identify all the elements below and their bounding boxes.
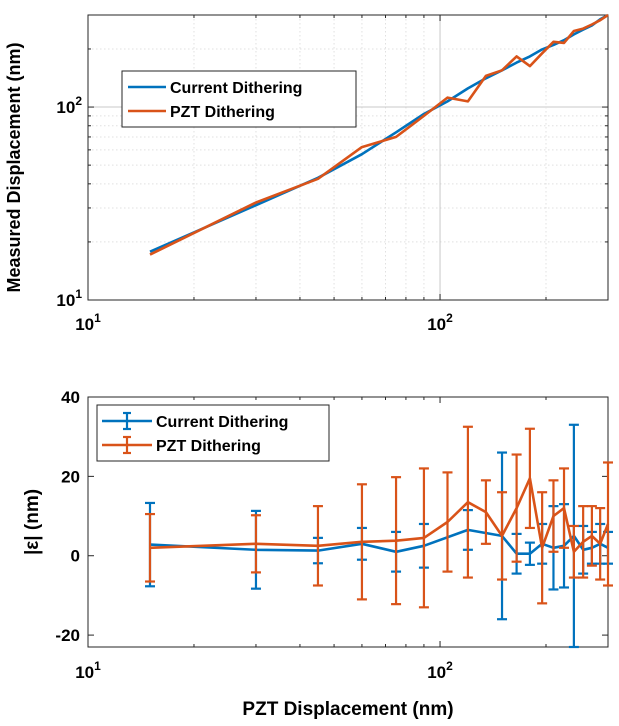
top-xtick-label-10-base: 10 [75,315,94,334]
bottom-xtick-label-10: 101 [75,659,101,682]
top-legend-box [121,70,357,128]
bottom-xtick-label-100-base: 10 [427,663,446,682]
top-xtick-label-100: 102 [427,311,453,334]
top-ytick-label-10: 101 [56,287,82,310]
top-ytick-label-10-base: 10 [56,291,75,310]
bottom-xlabel: PZT Displacement (nm) [242,699,453,720]
bottom-legend-label-1: PZT Dithering [156,438,261,455]
bottom-ylabel: |ε| (nm) [22,489,43,555]
bottom-series-line-0 [149,528,609,556]
bottom-legend: Current Dithering PZT Dithering [96,404,330,462]
top-ytick-label-100-base: 10 [56,98,75,117]
top-ytick-label-100: 102 [56,94,82,117]
bottom-xtick-label-100: 102 [427,659,453,682]
top-legend: Current Dithering PZT Dithering [121,70,357,128]
bottom-legend-box [96,404,330,462]
top-series-line-0 [149,13,609,253]
bottom-ytick-label: -20 [55,626,80,645]
bottom-ytick-label: 0 [71,547,80,566]
bottom-legend-label-0: Current Dithering [156,414,288,431]
bottom-xtick-label-10-exp: 1 [94,659,101,673]
bottom-ytick-label: 20 [61,467,80,486]
top-ylabel: Measured Displacement (nm) [4,42,24,292]
top-series-line-1 [149,13,609,256]
top-axes-box [87,14,609,301]
top-legend-label-0: Current Dithering [170,80,302,97]
bottom-xtick-label-100-exp: 2 [446,659,453,673]
bottom-series-line-1 [149,476,610,554]
top-xtick-label-10-exp: 1 [94,311,101,325]
top-legend-label-1: PZT Dithering [170,104,275,121]
top-xtick-label-100-exp: 2 [446,311,453,325]
top-xtick-label-10: 101 [75,311,101,334]
bottom-xtick-label-10-base: 10 [75,663,94,682]
top-ytick-label-10-exp: 1 [75,287,82,301]
bottom-ytick-label: 40 [61,388,80,407]
top-ytick-label-100-exp: 2 [75,94,82,108]
bottom-series-1 [144,425,613,609]
top-xtick-label-100-base: 10 [427,315,446,334]
